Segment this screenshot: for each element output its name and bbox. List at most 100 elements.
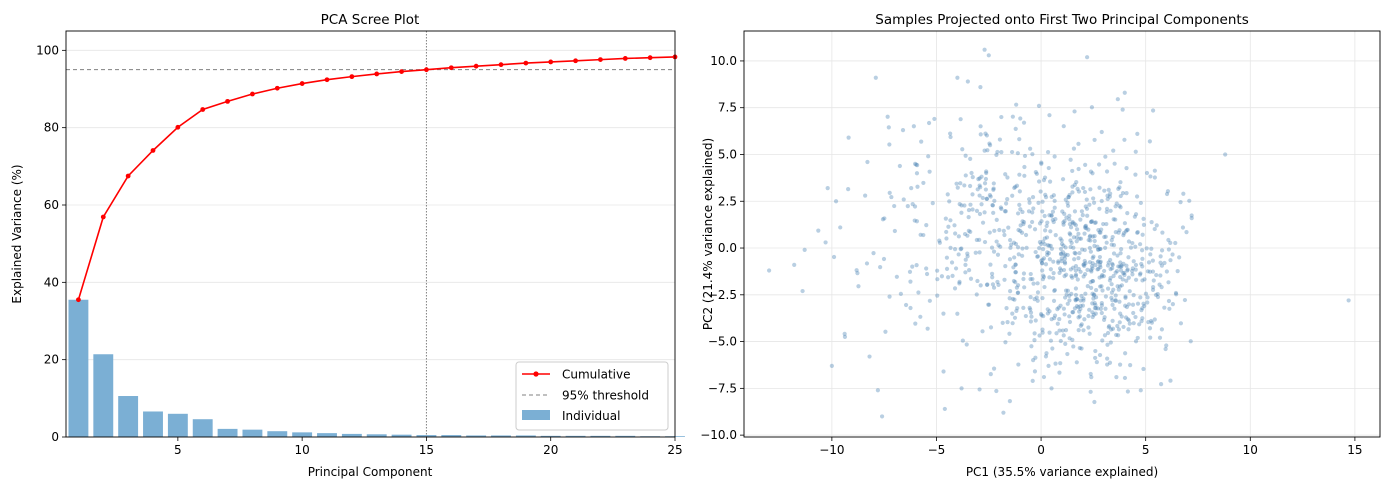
sample-point [1081,296,1086,301]
sample-point [1039,313,1044,318]
sample-point [1105,263,1111,268]
sample-point [1097,185,1102,190]
sample-point [1040,277,1046,282]
sample-point [955,185,960,190]
sample-point [1012,255,1017,260]
sample-point [984,196,989,202]
cumulative-point [100,214,106,220]
sample-point [1011,278,1017,284]
sample-point [1040,295,1045,301]
sample-point [944,229,949,235]
sample-point [1127,289,1132,294]
sample-point [1099,303,1104,308]
sample-point [1059,241,1065,247]
sample-point [1063,197,1068,202]
sample-point [978,283,983,288]
sample-point [846,187,851,192]
sample-point [1078,303,1083,308]
sample-point [1083,272,1088,277]
sample-point [1028,277,1033,282]
sample-point [1070,337,1075,342]
sample-point [925,326,930,331]
sample-point [1115,284,1120,289]
sample-point [1043,354,1049,359]
sample-point [1043,262,1049,267]
sample-point [978,124,983,129]
sample-point [1110,298,1115,303]
sample-point [1177,255,1182,260]
sample-point [1021,120,1027,125]
sample-point [1109,282,1114,287]
sample-point [1060,250,1066,255]
sample-point [1092,238,1097,244]
sample-point [987,230,992,235]
sample-point [1083,225,1088,230]
sample-point [892,228,897,234]
sample-point [1053,361,1058,366]
sample-point [1138,295,1143,300]
y-tick-label: 80 [44,121,59,135]
sample-point [1078,306,1083,312]
sample-point [1048,267,1053,272]
pc-scatter-points [767,47,1351,419]
sample-point [1030,276,1035,282]
scree-plot-bars [68,299,685,437]
sample-point [1028,319,1034,324]
sample-point [1089,285,1094,291]
sample-point [1088,187,1093,192]
sample-point [792,262,797,267]
sample-point [1117,185,1122,190]
sample-point [1047,309,1052,314]
sample-point [990,203,996,208]
sample-point [854,268,859,273]
sample-point [1021,221,1026,227]
sample-point [887,190,892,195]
sample-point [966,215,971,220]
sample-point [996,243,1001,248]
sample-point [1007,257,1013,262]
sample-point [871,250,876,256]
sample-point [1013,184,1018,189]
sample-point [946,224,951,229]
sample-point [1050,217,1055,223]
sample-point [1140,316,1145,321]
scree-plot-legend: Cumulative 95% threshold Individual [515,361,669,431]
sample-point [937,240,942,245]
sample-point [1073,286,1079,291]
sample-point [1040,239,1046,244]
sample-point [1102,234,1107,240]
sample-point [1071,344,1076,349]
scree-plot-cumulative-series [76,54,678,303]
sample-point [901,197,906,202]
sample-point [1052,316,1057,321]
cumulative-point [200,107,206,112]
sample-point [1133,149,1138,154]
sample-point [944,236,949,241]
x-tick-label: 15 [419,443,434,457]
sample-point [1029,314,1034,319]
sample-point [1037,221,1043,226]
sample-point [970,207,975,212]
sample-point [1081,185,1086,191]
sample-point [921,232,926,238]
sample-point [1085,284,1090,289]
sample-point [1074,296,1079,302]
variance-bar [317,433,337,437]
sample-point [1167,306,1172,311]
sample-point [1054,331,1059,336]
sample-point [1092,234,1097,239]
variance-bar [192,419,213,437]
sample-point [1028,295,1033,300]
sample-point [867,354,872,359]
x-tick-label: 10 [1243,443,1258,457]
sample-point [1131,293,1136,298]
sample-point [1087,260,1093,265]
sample-point [1071,235,1077,240]
sample-point [1052,205,1057,210]
sample-point [1159,327,1164,332]
sample-point [1047,330,1052,335]
pc-scatter-grid [744,31,1380,437]
sample-point [1008,245,1013,250]
sample-point [1045,307,1050,312]
sample-point [926,120,932,126]
